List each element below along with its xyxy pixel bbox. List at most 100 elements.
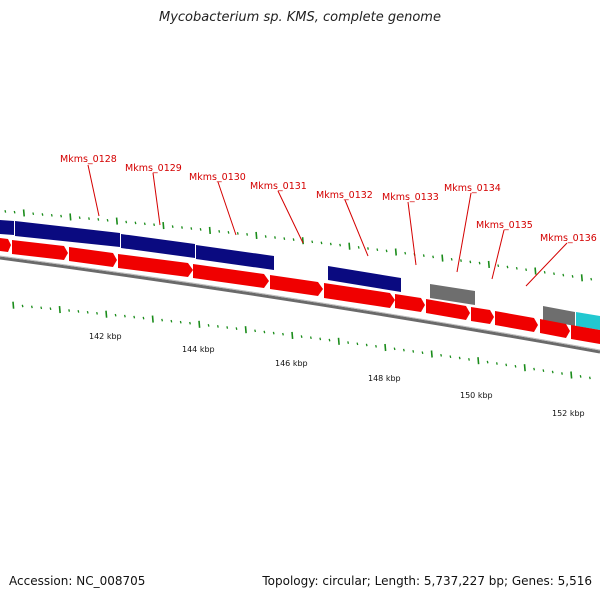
minor-tick [450, 257, 453, 261]
minor-tick [486, 360, 489, 364]
minor-tick [458, 356, 461, 360]
minor-tick [189, 321, 191, 325]
minor-tick [311, 240, 314, 244]
minor-tick [562, 273, 565, 277]
reverse-gene[interactable] [540, 319, 570, 338]
minor-tick [543, 270, 546, 274]
minor-tick [254, 329, 257, 333]
major-tick [534, 267, 537, 275]
major-tick [208, 226, 211, 234]
genome-backbone [0, 256, 600, 354]
reverse-gene[interactable] [324, 283, 395, 308]
minor-tick [88, 217, 90, 220]
rna-gene[interactable] [576, 312, 600, 330]
minor-tick [227, 231, 230, 234]
reverse-gene[interactable] [571, 325, 600, 344]
forward-gene[interactable] [328, 266, 401, 292]
gene-label-0129: Mkms_0129 [125, 163, 182, 174]
minor-tick [376, 248, 379, 252]
minor-tick [216, 325, 219, 328]
minor-tick [571, 275, 574, 278]
minor-tick [319, 337, 322, 341]
tick-marks-outer [4, 209, 593, 282]
minor-tick [235, 327, 238, 330]
minor-tick [86, 310, 89, 314]
minor-tick [329, 242, 332, 246]
minor-tick [283, 237, 286, 240]
reverse-gene[interactable] [471, 307, 494, 324]
minor-tick [134, 221, 137, 225]
gene-label-0135: Mkms_0135 [476, 220, 533, 231]
minor-tick [218, 230, 221, 233]
minor-tick [274, 236, 276, 239]
reverse-gene[interactable] [270, 275, 323, 296]
reverse-gene[interactable] [118, 254, 193, 277]
tick-marks-inner [12, 301, 591, 380]
minor-tick [199, 228, 202, 231]
minor-tick [421, 351, 424, 355]
minor-tick [68, 309, 71, 312]
major-tick [441, 254, 444, 262]
forward-gene[interactable] [15, 221, 120, 247]
major-tick [69, 213, 72, 221]
minor-tick [320, 241, 323, 245]
gene-label-0133: Mkms_0133 [382, 192, 439, 203]
minor-tick [375, 344, 377, 348]
major-tick [255, 231, 258, 239]
minor-tick [60, 214, 63, 218]
minor-tick [347, 341, 350, 344]
reverse-gene[interactable] [495, 311, 538, 332]
minor-tick [505, 363, 508, 367]
major-tick [580, 274, 583, 282]
pseudo-gene[interactable] [430, 284, 475, 305]
minor-tick [579, 375, 582, 378]
minor-tick [13, 210, 16, 214]
minor-tick [236, 232, 239, 235]
reverse-gene[interactable] [395, 294, 425, 312]
major-tick [22, 209, 25, 217]
major-tick [337, 337, 340, 345]
minor-tick [514, 364, 517, 368]
gene-label-0136: Mkms_0136 [540, 233, 597, 244]
major-tick [115, 217, 118, 225]
minor-tick [190, 227, 193, 230]
major-tick [570, 371, 573, 379]
minor-tick [590, 277, 593, 281]
minor-tick [367, 247, 369, 250]
minor-tick [412, 350, 415, 353]
minor-tick [171, 225, 174, 228]
forward-gene[interactable] [0, 220, 14, 235]
genome-backbone-highlight [0, 255, 600, 351]
reverse-gene[interactable] [69, 247, 117, 267]
minor-tick [553, 272, 555, 276]
minor-tick [551, 370, 554, 374]
reverse-gene[interactable] [426, 299, 470, 320]
gene-label-0128: Mkms_0128 [60, 154, 117, 165]
kbp-label-144: 144 kbp [182, 345, 215, 354]
minor-tick [422, 254, 425, 257]
major-tick [151, 315, 154, 323]
map-title: Mycobacterium sp. KMS, complete genome [159, 10, 441, 25]
forward-strand-genes [0, 220, 600, 330]
major-tick [105, 310, 108, 318]
major-tick [58, 306, 61, 314]
forward-gene[interactable] [196, 245, 274, 270]
gene-labels: Mkms_0128 Mkms_0129 Mkms_0130 Mkms_0131 … [60, 154, 597, 244]
forward-gene[interactable] [121, 234, 195, 258]
reverse-gene[interactable] [12, 240, 68, 260]
minor-tick [328, 338, 331, 342]
reverse-gene[interactable] [0, 238, 11, 252]
minor-tick [106, 218, 109, 222]
gene-label-leaders [87, 164, 568, 287]
major-tick [244, 326, 247, 334]
minor-tick [282, 332, 284, 336]
pseudo-gene[interactable] [543, 306, 575, 326]
minor-tick [393, 347, 396, 351]
minor-tick [207, 324, 210, 327]
major-tick [12, 301, 15, 309]
kbp-label-152: 152 kbp [552, 409, 585, 418]
minor-tick [246, 233, 249, 236]
minor-tick [4, 210, 7, 213]
reverse-gene[interactable] [193, 264, 269, 288]
